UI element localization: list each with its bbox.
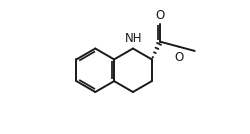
Text: NH: NH xyxy=(125,32,143,45)
Text: O: O xyxy=(156,9,165,22)
Text: O: O xyxy=(174,51,184,64)
